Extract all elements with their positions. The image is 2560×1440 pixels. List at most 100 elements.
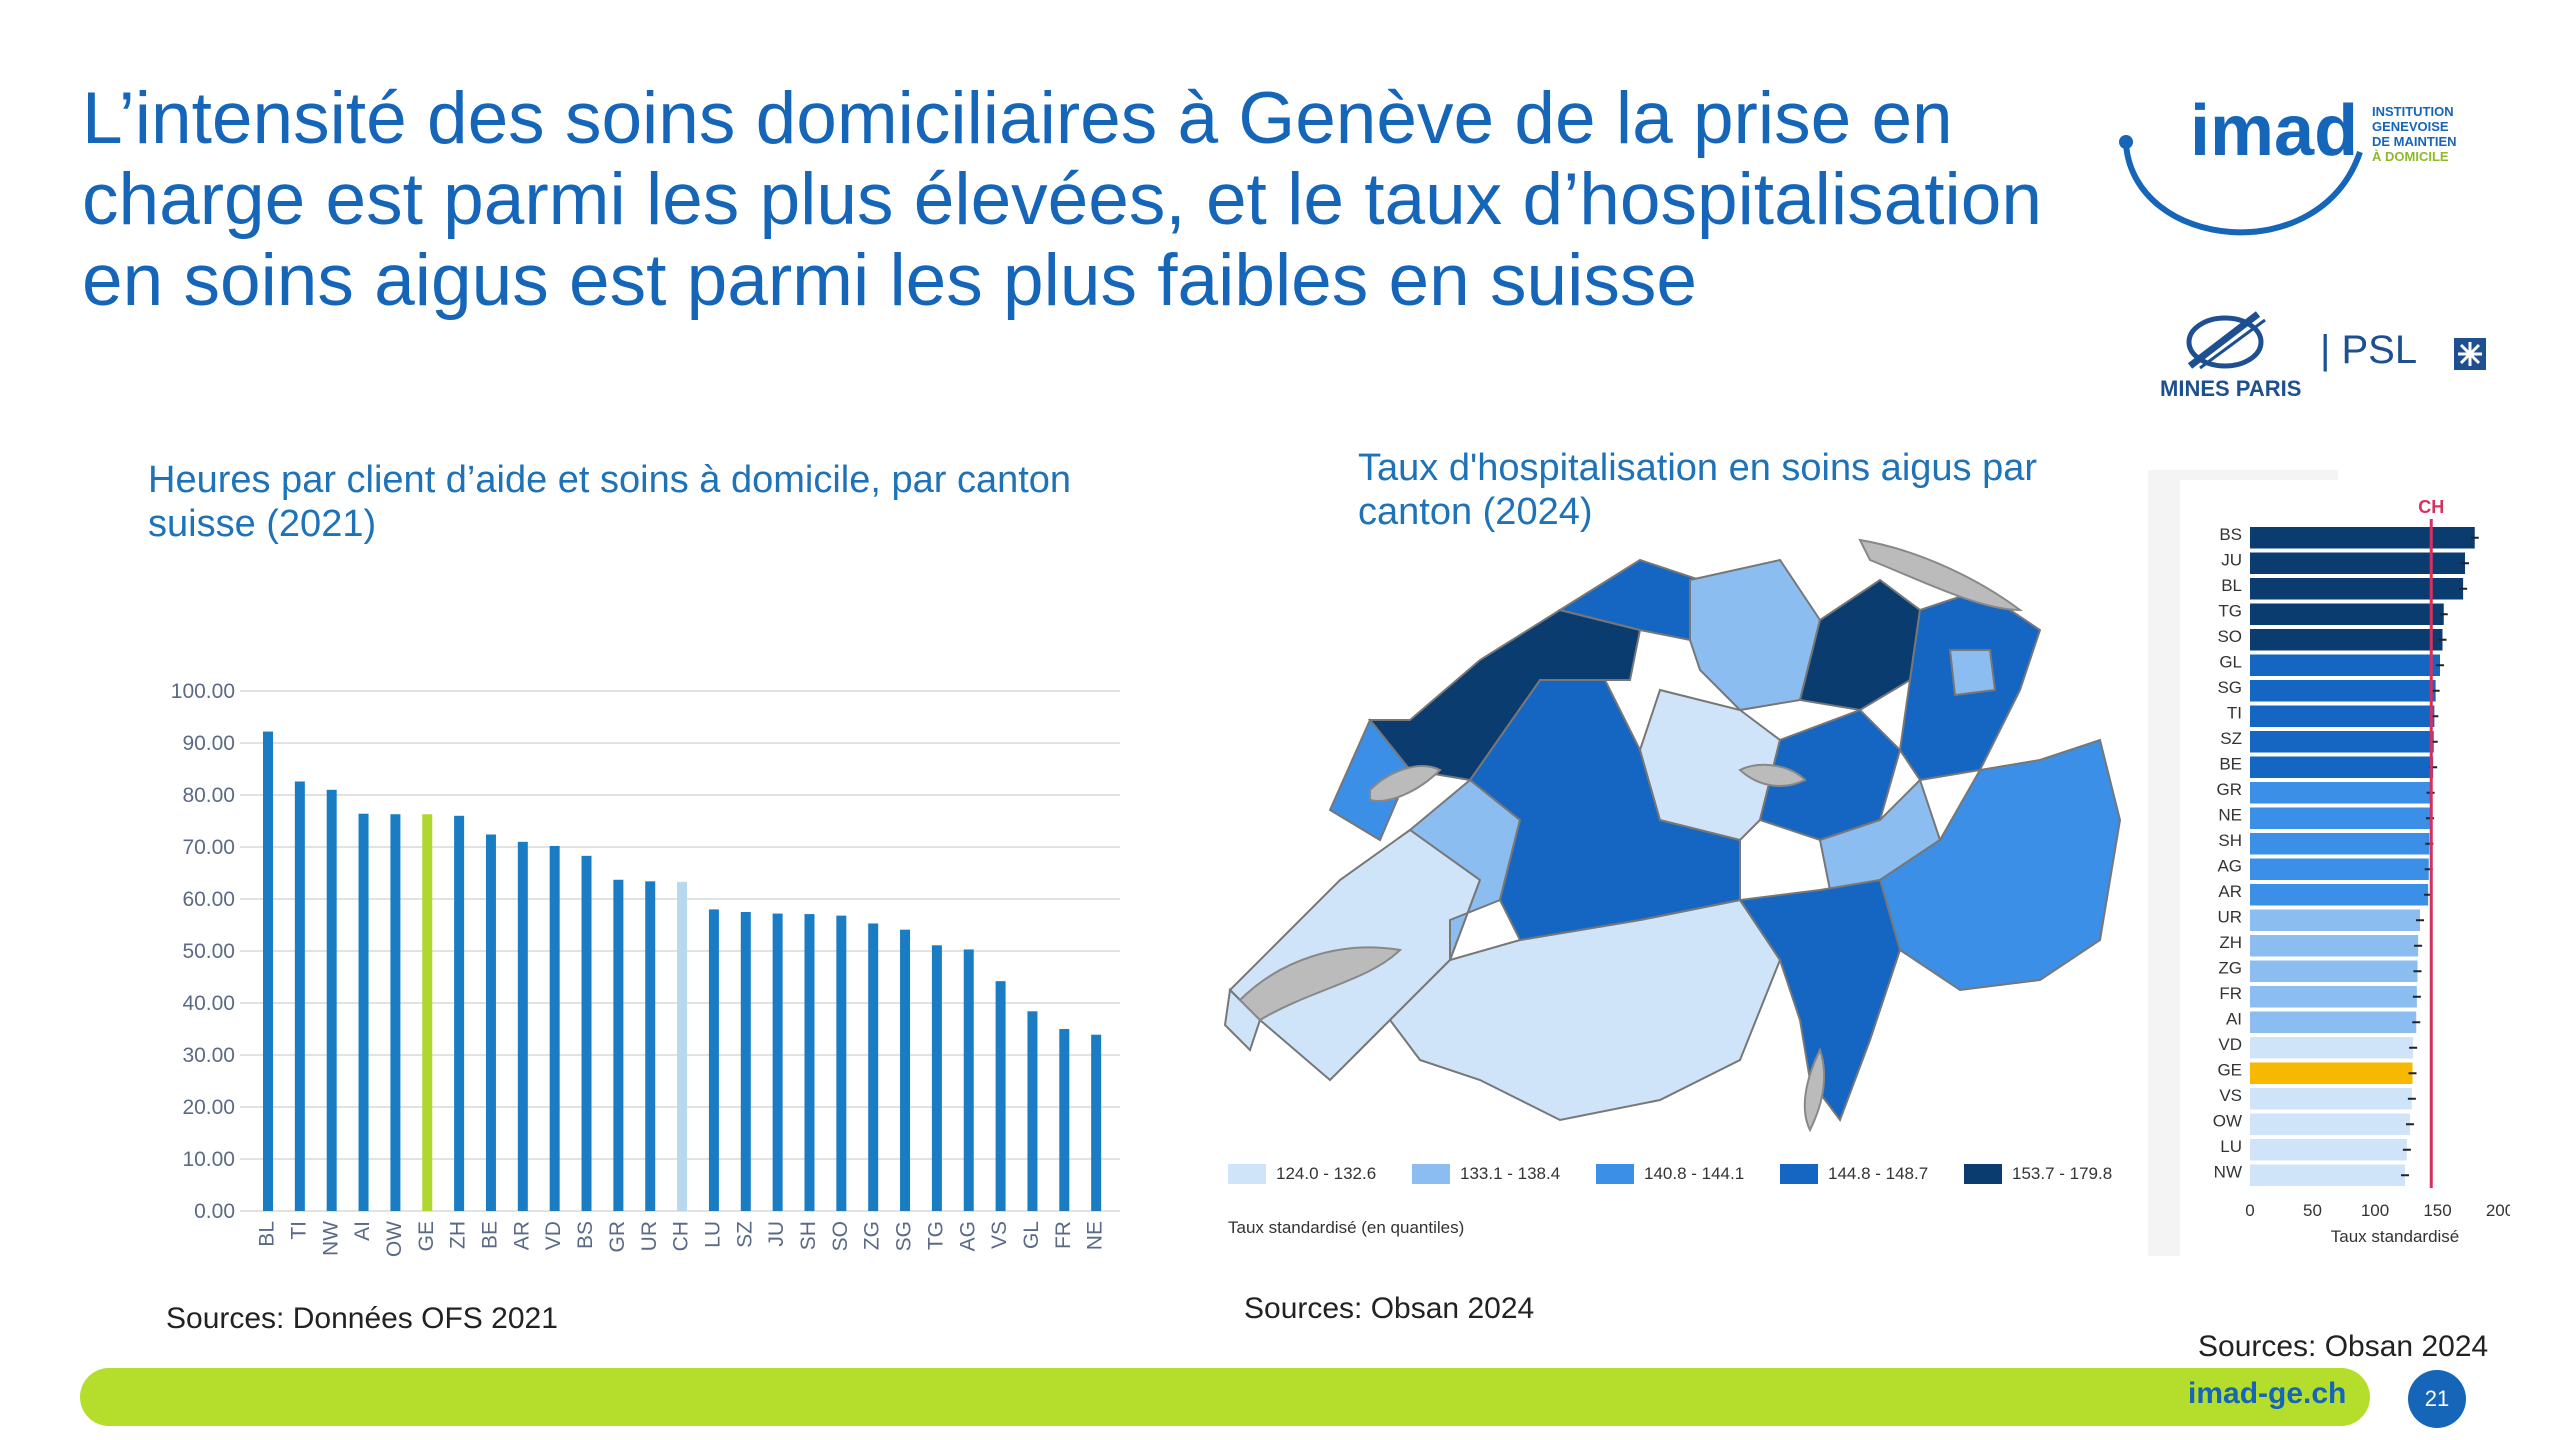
map-legend: 124.0 - 132.6 133.1 - 138.4 140.8 - 144.1 1… [1228,1164,2148,1194]
x-axis-label: Taux standardisé [2331,1227,2460,1246]
bar [804,914,815,1211]
legend-label: 153.7 - 179.8 [2012,1164,2113,1183]
x-tick-label: BE [479,1221,502,1249]
x-tick-label: 150 [2423,1201,2451,1220]
x-tick-label: OW [383,1221,406,1257]
category-label: LU [2220,1137,2242,1156]
bar [2250,833,2430,855]
x-tick-label: TG [924,1221,947,1250]
bar [2250,552,2465,574]
bar [549,845,560,1211]
y-tick-label: 30.00 [182,1044,235,1067]
footer-link[interactable]: imad-ge.ch [2188,1377,2347,1410]
bar [2250,1139,2407,1161]
bar [2250,909,2420,931]
bar [358,813,369,1211]
page-number: 21 [2408,1370,2466,1428]
bar [2250,884,2429,906]
bar [1027,1011,1038,1211]
imad-tagline: INSTITUTION GENEVOISE DE MAINTIEN À DOMI… [2372,104,2457,164]
category-label: ZH [2219,933,2242,952]
category-label: FR [2219,984,2242,1003]
category-label: AR [2218,882,2242,901]
category-label: UR [2217,908,2242,927]
bar [2250,629,2443,651]
mines-psl-logo: MINES PARIS | PSL [2160,300,2486,410]
lake-maggiore [1803,1047,1826,1133]
bar [2250,858,2429,880]
bar [454,815,465,1211]
legend-label: 144.8 - 148.7 [1828,1164,1929,1183]
x-tick-label: AR [510,1221,533,1250]
legend-item: 124.0 - 132.6 [1228,1164,1376,1184]
bar [868,923,879,1211]
bar [963,949,974,1211]
y-tick-label: 20.00 [182,1096,235,1119]
x-tick-label: GE [415,1221,438,1251]
left-bar-chart: 100.00 90.00 80.00 70.00 60.00 50.00 40.00 30.0… [171,680,1120,1257]
category-label: VS [2219,1086,2242,1105]
lake-lucerne [1738,763,1807,787]
footer-bar [80,1368,2370,1426]
bar [326,789,337,1211]
x-tick-label: 0 [2245,1201,2254,1220]
psl-star-icon [2454,338,2486,370]
legend-swatch [1780,1164,1818,1184]
legend-swatch [1412,1164,1450,1184]
map-region-zurich [1798,578,1922,712]
x-tick-label: UR [638,1221,661,1251]
imad-swoosh-icon [2119,135,2363,236]
map-region-ticino [1738,878,1902,1123]
category-label: BL [2221,576,2242,595]
category-label: ZG [2218,959,2242,978]
lake-constance [1858,538,2024,612]
x-tick-label: AG [956,1221,979,1251]
bar [1091,1034,1102,1211]
right-chart-source: Sources: Obsan 2024 [2198,1330,2489,1363]
map-region-graubunden [1878,738,2122,992]
map-region-valais [1388,898,1782,1122]
x-tick-label: 50 [2303,1201,2322,1220]
bar [2250,986,2417,1008]
bar [2250,1164,2405,1186]
bar [645,881,656,1211]
x-tick-label: SZ [733,1221,756,1248]
category-label: JU [2221,551,2242,570]
category-label: SZ [2220,729,2242,748]
category-label: GL [2219,653,2242,672]
bar [2250,960,2418,982]
y-tick-label: 60.00 [182,888,235,911]
hospitalisation-rank-chart: BS JU BL TG SO GL SG TI SZ BE GR NE SH AG AR UR ZH ZG FR AI… [2213,497,2510,1246]
y-tick-label: 80.00 [182,784,235,807]
imad-tagline-line: INSTITUTION [2372,104,2454,119]
mines-text: MINES PARIS [2160,376,2302,401]
category-label: GR [2217,780,2243,799]
y-tick-label: 70.00 [182,836,235,859]
bar [2250,603,2444,625]
category-label: BE [2219,755,2242,774]
x-tick-label: ZG [861,1221,884,1250]
category-label: SH [2218,831,2242,850]
category-label: TG [2218,602,2242,621]
imad-logo: imad INSTITUTION GENEVOISE DE MAINTIEN À… [2110,80,2490,260]
category-label: AI [2226,1010,2242,1029]
x-tick-label: CH [670,1221,693,1251]
y-tick-label: 50.00 [182,940,235,963]
bar [1059,1029,1070,1211]
slide-title: L’intensité des soins domiciliaires à Ge… [82,78,2042,321]
y-tick-label: 40.00 [182,992,235,1015]
imad-tagline-line: GENEVOISE [2372,119,2449,134]
bar [740,912,751,1211]
x-tick-label: LU [701,1221,724,1248]
category-label: GE [2217,1061,2242,1080]
bar [294,781,305,1211]
lake-neuchatel [1369,765,1442,802]
psl-text: | PSL [2320,328,2418,372]
legend-label: 124.0 - 132.6 [1276,1164,1377,1183]
x-tick-label: GL [1020,1221,1043,1249]
bar [677,881,688,1211]
left-chart-source: Sources: Données OFS 2021 [166,1302,558,1335]
x-tick-label: VD [542,1221,565,1250]
y-tick-label: 0.00 [194,1200,235,1223]
y-tick-label: 10.00 [182,1148,235,1171]
